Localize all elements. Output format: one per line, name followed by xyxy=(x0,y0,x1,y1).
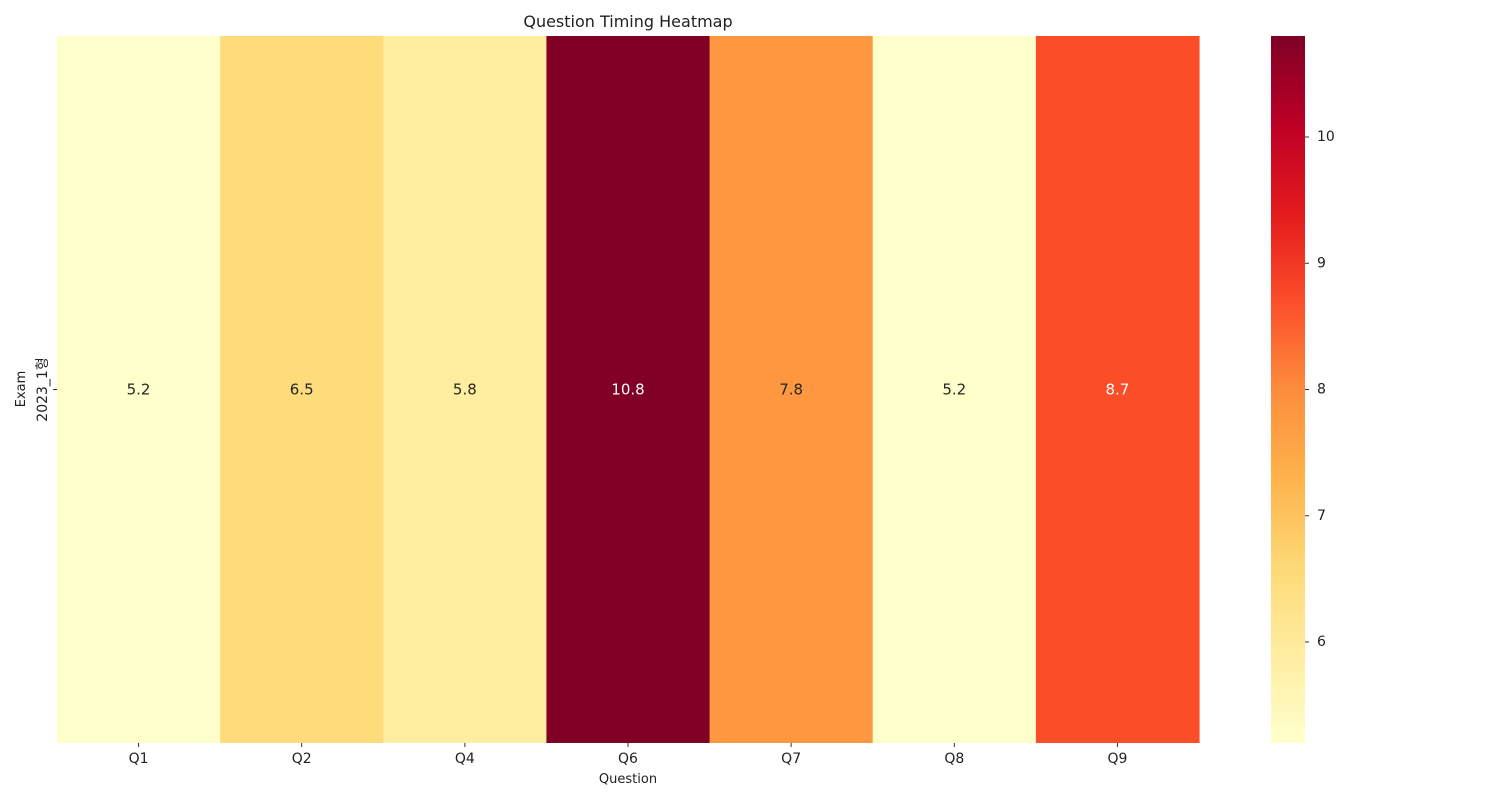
x-tick-label: Q1 xyxy=(129,751,149,767)
heatmap-cells xyxy=(57,36,1200,743)
heatmap-cell-labels: 5.2 6.5 5.8 10.8 7.8 5.2 8.7 xyxy=(127,381,1130,399)
x-tick-label: Q6 xyxy=(618,751,638,767)
colorbar-tick-label: 7 xyxy=(1317,508,1326,524)
x-tick-label: Q4 xyxy=(455,751,475,767)
heatmap-cell xyxy=(1035,36,1200,743)
heatmap-cell xyxy=(383,36,548,743)
x-tick-label: Q2 xyxy=(292,751,312,767)
x-tick-label: Q9 xyxy=(1107,751,1127,767)
colorbar-tick-label: 6 xyxy=(1317,634,1326,650)
heatmap-cell xyxy=(220,36,384,743)
y-tick-label: 2023_1형 xyxy=(35,357,51,421)
colorbar xyxy=(1271,36,1305,743)
cell-value-label: 5.2 xyxy=(942,381,966,399)
colorbar-tick-label: 8 xyxy=(1317,382,1326,398)
y-axis-label: Exam xyxy=(14,371,29,408)
heatmap-cell xyxy=(709,36,874,743)
colorbar-tick-label: 10 xyxy=(1317,129,1335,145)
x-tick-label: Q7 xyxy=(781,751,801,767)
chart-title: Question Timing Heatmap xyxy=(523,12,732,31)
colorbar-tick-label: 9 xyxy=(1317,255,1326,271)
cell-value-label: 7.8 xyxy=(779,381,803,399)
heatmap-cell xyxy=(872,36,1037,743)
heatmap-cell xyxy=(546,36,711,743)
cell-value-label: 10.8 xyxy=(611,381,644,399)
cell-value-label: 5.2 xyxy=(127,381,151,399)
x-axis-label: Question xyxy=(599,772,657,787)
cell-value-label: 8.7 xyxy=(1106,381,1130,399)
x-tick-label: Q8 xyxy=(944,751,964,767)
cell-value-label: 5.8 xyxy=(453,381,477,399)
heatmap-cell xyxy=(57,36,221,743)
y-axis-ticks: 2023_1형 xyxy=(35,357,57,422)
x-axis-ticks: Q1 Q2 Q4 Q6 Q7 Q8 Q9 xyxy=(129,743,1127,767)
cell-value-label: 6.5 xyxy=(290,381,314,399)
colorbar-ticks: 6 7 8 9 10 xyxy=(1305,129,1335,650)
